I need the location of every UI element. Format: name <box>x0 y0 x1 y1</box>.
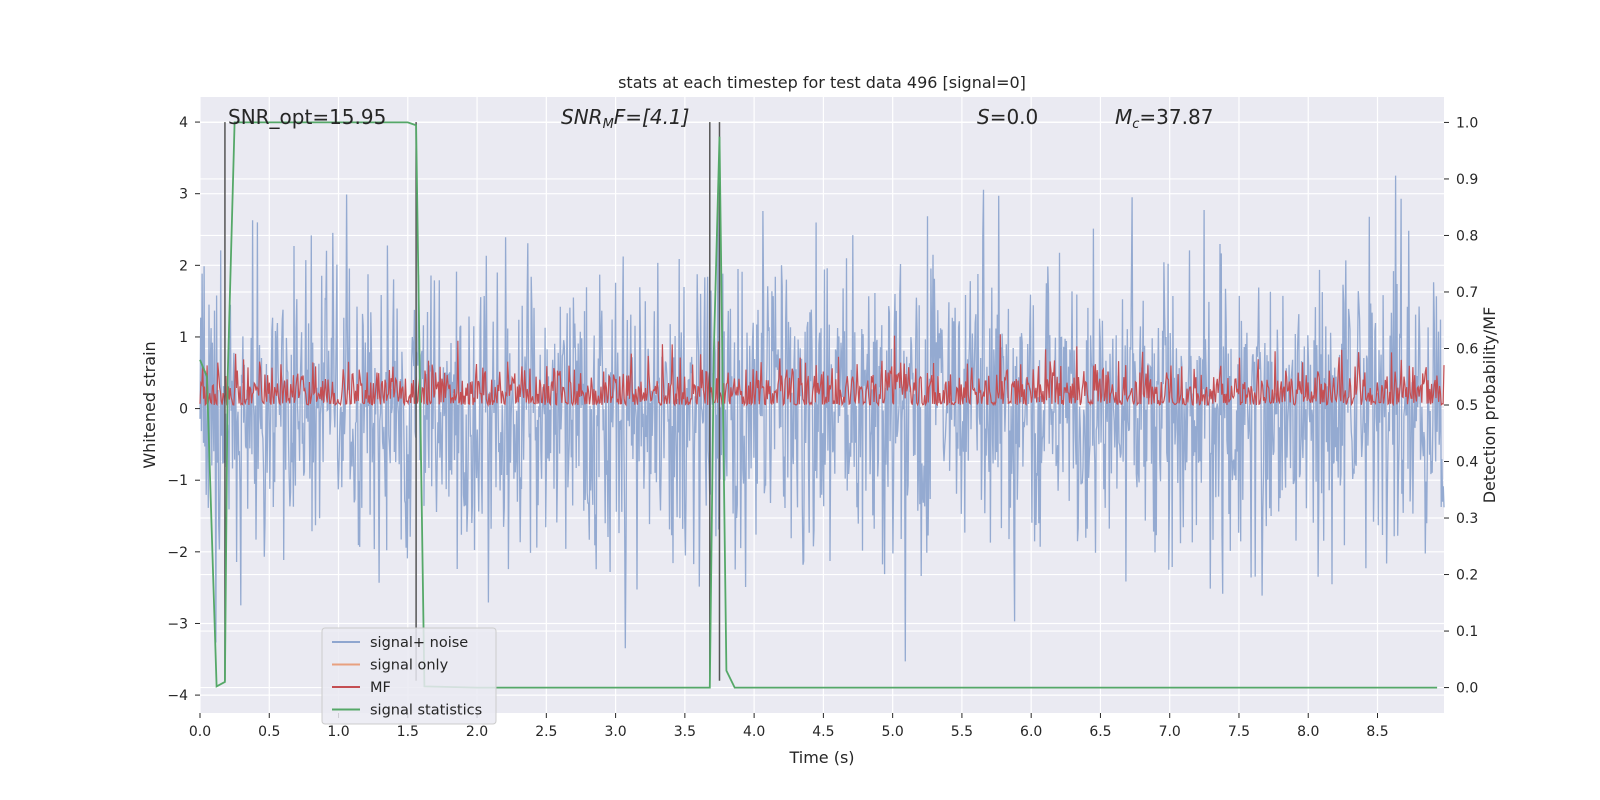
x-tick-label: 1.5 <box>397 724 419 740</box>
signal-statistics-series <box>199 121 1438 689</box>
signal-noise-series <box>199 175 1445 662</box>
snr-mf-sub: M <box>603 117 614 132</box>
y2-tick-label: 0.1 <box>1456 624 1478 640</box>
x-tick-label: 2.5 <box>535 724 557 740</box>
y2-axis-label: Detection probability/MF <box>1480 307 1499 504</box>
annotation-snr-opt: SNR_opt=15.95 <box>228 105 386 129</box>
x-tick-label: 8.5 <box>1366 724 1388 740</box>
x-tick-label: 7.0 <box>1159 724 1181 740</box>
x-tick-label: 0.0 <box>189 724 211 740</box>
legend-entries: signal+ noise signal only MF signal statist… <box>332 635 482 719</box>
y2-tick-label: 0.7 <box>1456 285 1478 301</box>
y2-tick-label: 0.4 <box>1456 455 1478 471</box>
event-markers <box>224 122 721 681</box>
chart-title: stats at each timestep for test data 496… <box>618 73 1026 92</box>
y-tick-label: −2 <box>167 545 188 561</box>
x-tick-label: 8.0 <box>1297 724 1319 740</box>
y-tick-label: −4 <box>167 688 188 704</box>
legend-label: signal+ noise <box>370 635 468 651</box>
y2-tick-labels: 1.0 0.9 0.8 0.7 0.6 0.5 0.4 0.3 0.2 0.1 0.0 <box>1444 115 1478 697</box>
y2-tick-label: 0.8 <box>1456 228 1478 244</box>
y-tick-label: −3 <box>167 616 188 632</box>
y-tick-label: 2 <box>179 258 188 274</box>
legend-label: signal statistics <box>370 703 482 719</box>
x-tick-label: 5.0 <box>882 724 904 740</box>
mf-line <box>199 334 1445 408</box>
s-label: S <box>977 105 990 129</box>
x-tick-label: 7.5 <box>1228 724 1250 740</box>
mc-sub: c <box>1132 117 1139 132</box>
y-tick-label: 4 <box>179 115 188 131</box>
mc-value: =37.87 <box>1139 105 1213 129</box>
signal-noise-line <box>199 175 1445 662</box>
snr-mf-main: SNR <box>561 105 603 129</box>
x-axis-label: Time (s) <box>788 748 854 767</box>
signal-statistics-line <box>199 121 1438 689</box>
legend-label: signal only <box>370 658 449 674</box>
y-tick-label: 3 <box>179 187 188 203</box>
y2-tick-label: 1.0 <box>1456 115 1478 131</box>
y2-tick-label: 0.5 <box>1456 398 1478 414</box>
y-tick-label: −1 <box>167 473 188 489</box>
x-tick-label: 3.0 <box>604 724 626 740</box>
mf-series <box>199 334 1445 408</box>
annotation-snr-mf: SNRMF=[4.1] <box>561 105 689 132</box>
legend-label: MF <box>370 680 391 696</box>
mc-main: M <box>1115 105 1132 129</box>
y-axis-label: Whitened strain <box>140 341 159 468</box>
y-tick-label: 0 <box>179 402 188 418</box>
y2-tick-label: 0.2 <box>1456 568 1478 584</box>
x-tick-label: 0.5 <box>258 724 280 740</box>
x-tick-label: 6.5 <box>1089 724 1111 740</box>
x-tick-label: 2.0 <box>466 724 488 740</box>
x-tick-label: 6.0 <box>1020 724 1042 740</box>
legend: signal+ noise signal only MF signal statist… <box>321 627 497 725</box>
x-tick-label: 1.0 <box>327 724 349 740</box>
y-tick-labels: 4 3 2 1 0 −1 −2 −3 −4 <box>167 115 200 704</box>
x-tick-label: 4.5 <box>812 724 834 740</box>
snr-mf-rest: F=[4.1] <box>614 105 690 129</box>
annotation-s: S=0.0 <box>977 105 1038 129</box>
x-tick-label: 5.5 <box>951 724 973 740</box>
y-tick-label: 1 <box>179 330 188 346</box>
y2-tick-label: 0.9 <box>1456 172 1478 188</box>
x-tick-labels: 0.0 0.5 1.0 1.5 2.0 2.5 3.0 3.5 4.0 4.5 5.0 5.5 6.0 6… <box>189 713 1389 740</box>
annotation-mc: Mc=37.87 <box>1115 105 1213 132</box>
legend-box <box>321 627 497 725</box>
y2-tick-label: 0.6 <box>1456 341 1478 357</box>
s-value: =0.0 <box>990 105 1039 129</box>
y2-tick-label: 0.3 <box>1456 511 1478 527</box>
x-tick-label: 3.5 <box>674 724 696 740</box>
x-tick-label: 4.0 <box>743 724 765 740</box>
y2-tick-label: 0.0 <box>1456 681 1478 697</box>
